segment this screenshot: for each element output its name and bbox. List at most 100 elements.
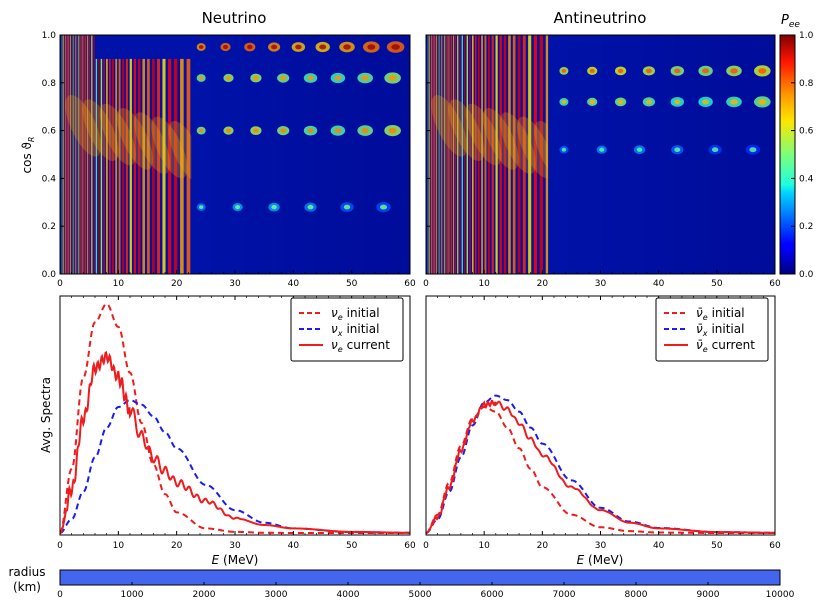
heatmap-stripe (70, 35, 71, 274)
spectra-xtick-label: 30 (595, 541, 607, 551)
heatmap-blob-core (199, 128, 204, 133)
heatmap-stripe (69, 35, 70, 274)
heatmap-anu-xtick-label: 10 (478, 279, 490, 289)
heatmap-blob-core (599, 147, 605, 152)
radius-tick-label: 10000 (766, 590, 795, 600)
heatmap-blob-core (295, 44, 302, 50)
heatmap-ytick-label: 1.0 (42, 31, 57, 41)
heatmap-blob-core (730, 68, 738, 74)
heatmap-blob-core (343, 204, 351, 210)
colorbar-tick-label: 0.0 (799, 270, 814, 280)
heatmap-stripe (481, 35, 483, 274)
heatmap-stripe (91, 35, 93, 274)
heatmap-blob-core (617, 68, 624, 74)
heatmap-stripe (444, 35, 446, 274)
heatmap-stripe (65, 35, 66, 274)
spectra-xtick-label: 50 (711, 541, 723, 551)
colorbar-tick-label: 0.2 (799, 222, 813, 232)
heatmap-blob-core (235, 205, 241, 210)
heatmap-stripe (432, 35, 433, 274)
heatmap-stripe (76, 35, 78, 274)
heatmap-stripe (100, 58, 103, 274)
heatmap-stripe (162, 58, 166, 274)
colorbar-tick-label: 0.6 (799, 127, 814, 137)
heatmap-stripe (459, 35, 461, 274)
heatmap-blob-core (391, 44, 400, 50)
heatmap-stripe (495, 35, 498, 274)
legend-label: νe current (331, 338, 390, 354)
heatmap-stripe (103, 58, 105, 274)
heatmap-blob-core (388, 75, 397, 81)
heatmap-blob-core (247, 44, 253, 50)
heatmap-anu-xtick-label: 40 (653, 279, 665, 289)
heatmap-stripe (93, 35, 95, 274)
heatmap-blob-core (645, 99, 652, 105)
heatmap-band (116, 108, 153, 170)
radius-tick-label: 0 (57, 590, 63, 600)
legend-label: ν̄e current (696, 338, 755, 354)
antineutrino-title: Antineutrino (554, 9, 647, 27)
heatmap-band (482, 108, 519, 170)
heatmap-stripe (137, 58, 141, 274)
heatmap-stripe (449, 35, 451, 274)
heatmap-stripe (471, 35, 474, 274)
heatmap-stripe (453, 35, 455, 274)
heatmap-blob-core (730, 99, 738, 105)
heatmap-stripe (186, 58, 191, 274)
heatmap-blob-core (343, 44, 351, 50)
heatmap-ytick-label: 0.0 (42, 270, 57, 280)
heatmap-blob-core (253, 75, 259, 81)
heatmap-stripe (430, 35, 431, 274)
heatmap-blob-core (380, 204, 387, 210)
heatmap-stripe (442, 35, 444, 274)
spectrum-series-1 (60, 399, 410, 534)
heatmap-blob-core (711, 147, 719, 153)
heatmap-stripe (133, 58, 137, 274)
heatmap-blob-core (749, 147, 757, 153)
heatmap-blob-core (702, 68, 710, 74)
heatmap-blob-core (199, 76, 204, 80)
heatmap-fade (191, 35, 410, 274)
radius-tick-label: 7000 (553, 590, 576, 600)
heatmap-blob-core (199, 45, 204, 49)
spectra-xtick-label: 40 (653, 541, 665, 551)
heatmap-anu-xtick-label: 60 (769, 279, 781, 289)
heatmap-blob-core (223, 44, 228, 50)
heatmap-blob-core (702, 99, 710, 105)
heatmap-nu-xtick-label: 10 (113, 279, 125, 289)
heatmap-blob-core (561, 147, 567, 152)
heatmap-stripe (545, 35, 550, 274)
colorbar: 0.0 0.2 0.4 0.6 0.8 1.0 (779, 31, 814, 280)
heatmap-stripe (539, 35, 543, 274)
heatmap-stripe (147, 58, 150, 274)
heatmap-stripe (61, 35, 63, 274)
heatmap-anu-xtick-label: 20 (537, 279, 549, 289)
heatmap-anu-xtick-label: 50 (711, 279, 723, 289)
spectra-xtick-label: 20 (537, 541, 549, 551)
heatmap-stripe (469, 35, 471, 274)
heatmap-stripe (63, 35, 64, 274)
heatmap-stripe (474, 35, 477, 274)
spectra-xtick-label: 0 (57, 541, 63, 551)
heatmap-band (431, 95, 468, 157)
heatmap-stripe (428, 35, 430, 274)
heatmap-blob-core (617, 99, 624, 105)
heatmap-blob-core (589, 68, 595, 73)
heatmap-blob-core (226, 75, 231, 81)
colorbar-tick-label: 1.0 (799, 31, 814, 41)
heatmap-stripe (71, 35, 73, 274)
spectra-xtick-label: 10 (478, 541, 490, 551)
heatmap-blob-core (561, 69, 567, 73)
heatmap-band (465, 103, 502, 166)
heatmap-band (99, 103, 136, 166)
heatmap-stripe (434, 35, 435, 274)
spectra-xlabel-neutrino: E (MeV) (212, 553, 259, 567)
heatmap-stripe (151, 58, 155, 274)
heatmap-stripe (431, 35, 432, 274)
heatmap-stripe (484, 35, 487, 274)
spectra-ylabel: Avg. Spectra (39, 377, 53, 453)
heatmap-stripe (445, 35, 447, 274)
heatmap-stripe (157, 58, 161, 274)
